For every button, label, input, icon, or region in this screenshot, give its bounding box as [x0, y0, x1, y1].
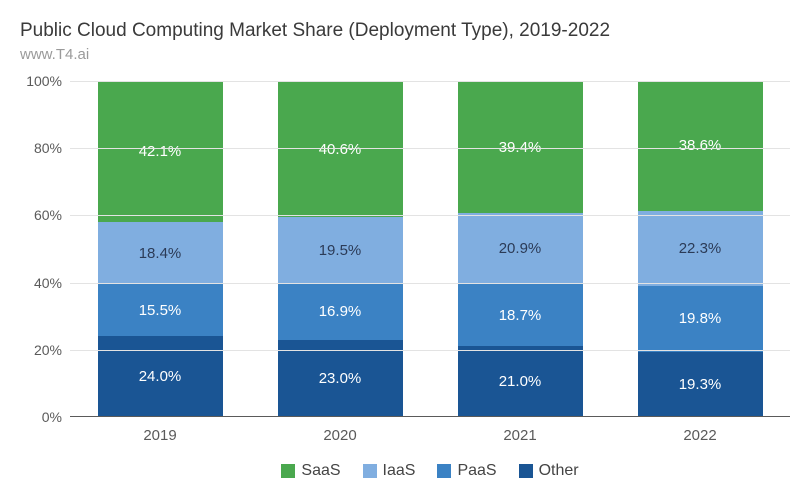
plot-area: 0%20%40%60%80%100% 24.0%15.5%18.4%42.1%2…: [70, 81, 790, 417]
chart-title: Public Cloud Computing Market Share (Dep…: [20, 20, 781, 42]
legend-item-other: Other: [519, 462, 579, 480]
y-tick-label: 60%: [34, 207, 62, 223]
bar-segment-iaas: 22.3%: [638, 211, 763, 286]
y-tick-label: 100%: [26, 73, 62, 89]
legend: SaaS IaaS PaaS Other: [70, 462, 790, 480]
bar-segment-other: 23.0%: [278, 340, 403, 417]
bar-segment-paas: 18.7%: [458, 284, 583, 347]
x-tick-label: 2021: [458, 427, 583, 444]
legend-item-paas: PaaS: [437, 462, 496, 480]
y-tick-label: 80%: [34, 140, 62, 156]
gridline: [70, 81, 790, 82]
x-baseline: [70, 416, 790, 417]
bar-segment-paas: 16.9%: [278, 283, 403, 340]
legend-swatch: [519, 464, 533, 478]
legend-swatch: [437, 464, 451, 478]
bar-segment-other: 21.0%: [458, 346, 583, 417]
legend-label: PaaS: [457, 462, 496, 480]
bar-group: 19.3%19.8%22.3%38.6%: [638, 81, 763, 417]
x-tick-label: 2020: [278, 427, 403, 444]
legend-item-saas: SaaS: [281, 462, 340, 480]
bar-group: 24.0%15.5%18.4%42.1%: [98, 81, 223, 417]
legend-label: Other: [539, 462, 579, 480]
bar-segment-iaas: 19.5%: [278, 217, 403, 283]
gridline: [70, 350, 790, 351]
gridline: [70, 215, 790, 216]
bar-segment-saas: 40.6%: [278, 81, 403, 217]
legend-swatch: [281, 464, 295, 478]
y-axis: 0%20%40%60%80%100%: [20, 81, 70, 417]
bar-segment-iaas: 20.9%: [458, 213, 583, 283]
bar-segment-paas: 19.8%: [638, 286, 763, 353]
bar-segment-paas: 15.5%: [98, 284, 223, 336]
x-tick-label: 2022: [638, 427, 763, 444]
bar-segment-iaas: 18.4%: [98, 222, 223, 284]
bars-area: 24.0%15.5%18.4%42.1% 23.0%16.9%19.5%40.6%…: [70, 81, 790, 417]
y-tick-label: 40%: [34, 275, 62, 291]
bar-segment-other: 19.3%: [638, 352, 763, 417]
gridline: [70, 148, 790, 149]
legend-label: SaaS: [301, 462, 340, 480]
legend-item-iaas: IaaS: [363, 462, 416, 480]
bar-group: 21.0%18.7%20.9%39.4%: [458, 81, 583, 417]
gridline: [70, 283, 790, 284]
legend-label: IaaS: [383, 462, 416, 480]
bar-segment-saas: 38.6%: [638, 81, 763, 211]
x-tick-label: 2019: [98, 427, 223, 444]
x-axis-labels: 2019 2020 2021 2022: [70, 427, 790, 444]
bar-segment-saas: 42.1%: [98, 81, 223, 222]
chart-container: Public Cloud Computing Market Share (Dep…: [0, 0, 811, 501]
legend-swatch: [363, 464, 377, 478]
bar-segment-other: 24.0%: [98, 336, 223, 417]
chart-subtitle: www.T4.ai: [20, 46, 781, 63]
y-tick-label: 20%: [34, 342, 62, 358]
y-tick-label: 0%: [42, 409, 62, 425]
bar-group: 23.0%16.9%19.5%40.6%: [278, 81, 403, 417]
